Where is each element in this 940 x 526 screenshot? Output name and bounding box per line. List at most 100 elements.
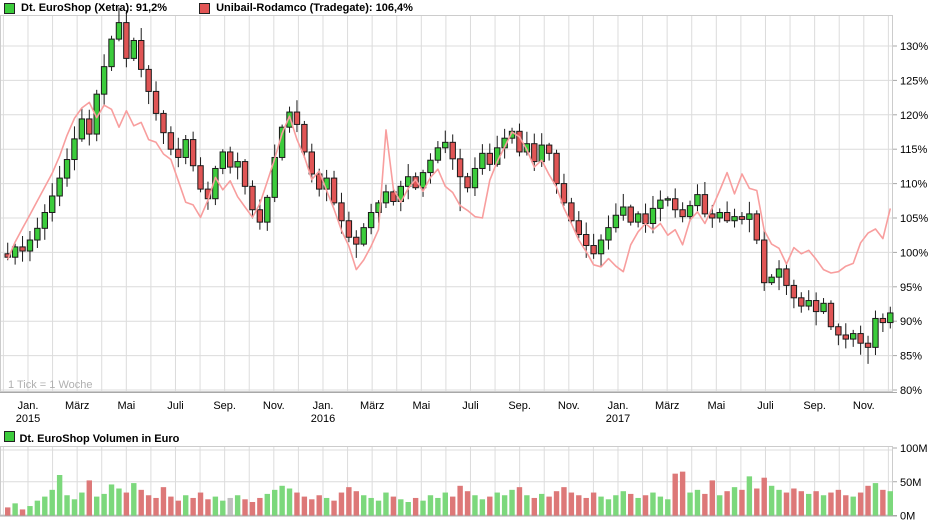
candle-body: [590, 245, 597, 255]
candle-body: [182, 139, 189, 158]
volume-legend-swatch-icon: [4, 430, 15, 442]
candle-body: [887, 312, 894, 324]
volume-bar: [153, 497, 159, 516]
candle-body: [130, 40, 137, 59]
x-axis-month-label: März: [360, 400, 384, 412]
candle-body: [100, 66, 108, 95]
candle-body: [34, 227, 41, 241]
volume-bar: [309, 499, 315, 516]
volume-bar: [865, 485, 871, 516]
volume-bar: [375, 500, 382, 516]
candle-body: [301, 123, 308, 153]
volume-bar: [279, 485, 285, 516]
volume-bar: [323, 497, 330, 516]
price-y-tick-label: 115%: [900, 144, 928, 156]
grid-lines: [0, 15, 893, 516]
volume-bar: [353, 491, 359, 516]
candle-body: [746, 213, 753, 220]
volume-bar: [294, 492, 300, 516]
x-axis-month-label: Juli: [462, 400, 479, 412]
candle-body: [597, 239, 605, 255]
volume-bar: [754, 488, 760, 516]
volume-bar: [553, 491, 560, 516]
volume-bar: [175, 500, 181, 516]
volume-bar: [242, 499, 248, 516]
candle-body: [293, 111, 301, 125]
x-axis-month-label: Mai: [412, 400, 430, 412]
candle-body: [249, 185, 256, 211]
price-pane-border: [0, 15, 893, 392]
volume-bar: [361, 495, 367, 516]
volume-chart-plot-area[interactable]: [0, 446, 893, 516]
volume-bar: [435, 497, 441, 516]
volume-bar: [27, 506, 33, 516]
volume-bar: [94, 496, 100, 516]
volume-bar: [316, 495, 322, 516]
volume-bar: [412, 497, 419, 516]
volume-bar: [806, 493, 812, 516]
price-y-tick-label: 90%: [900, 316, 922, 328]
candle-body: [26, 239, 34, 252]
volume-bar: [398, 499, 404, 516]
x-axis-year-label: 2017: [606, 413, 630, 425]
volume-legend: Dt. EuroShop Volumen in Euro: [4, 430, 179, 445]
candle-body: [679, 209, 686, 218]
volume-bar: [687, 492, 693, 516]
candle-body: [71, 138, 78, 161]
volume-bar: [464, 491, 471, 516]
volume-bar: [56, 475, 63, 516]
volume-bar: [791, 488, 797, 516]
x-axis-year-label: 2016: [311, 413, 335, 425]
candle-body: [857, 333, 864, 344]
candle-body: [241, 161, 249, 187]
volume-bar: [872, 483, 879, 516]
x-axis-month-label: März: [655, 400, 679, 412]
volume-bar: [168, 496, 174, 516]
candle-body: [568, 202, 575, 222]
candle-body: [442, 141, 449, 149]
volume-bar: [286, 488, 293, 516]
volume-bar: [205, 499, 211, 516]
candle-body: [86, 118, 93, 135]
candle-body: [827, 302, 835, 328]
volume-y-tick-label: 100M: [900, 443, 928, 455]
x-axis-month-label: Nov.: [263, 400, 285, 412]
candle-body: [367, 212, 375, 229]
volume-bar: [79, 492, 85, 516]
volume-bar: [613, 495, 619, 516]
euroshop-legend-label: Dt. EuroShop (Xetra): 91,2%: [21, 2, 168, 14]
volume-bar: [123, 492, 130, 516]
candle-body: [560, 183, 568, 204]
x-axis-month-label: Jan.: [313, 400, 334, 412]
candle-body: [427, 159, 434, 174]
candle-body: [842, 334, 849, 340]
volume-bar: [509, 489, 515, 516]
candle-body: [672, 198, 679, 211]
candle-body: [308, 151, 315, 175]
volume-bar: [138, 489, 144, 516]
candle-body: [664, 198, 671, 201]
volume-bar: [850, 496, 856, 516]
candle-body: [227, 151, 234, 168]
volume-bar: [835, 489, 842, 516]
price-legend: Dt. EuroShop (Xetra): 91,2% Unibail-Roda…: [4, 2, 439, 15]
candle-body: [723, 212, 731, 222]
volume-bar: [212, 496, 219, 516]
volume-bar: [717, 495, 723, 516]
candle-body: [115, 22, 123, 40]
x-axis-month-label: Juli: [757, 400, 774, 412]
volume-bar: [108, 484, 115, 516]
candle-body: [316, 173, 323, 190]
candle-body: [189, 139, 197, 167]
volume-bar: [183, 495, 189, 516]
candle-body: [63, 159, 71, 179]
candle-body: [775, 268, 783, 278]
volume-bar: [301, 496, 308, 516]
volume-bar: [650, 492, 656, 516]
candle-body: [790, 284, 798, 299]
volume-bar: [546, 496, 552, 516]
candle-body: [783, 268, 790, 286]
price-chart-plot-area[interactable]: [0, 15, 893, 392]
candle-body: [583, 234, 590, 247]
